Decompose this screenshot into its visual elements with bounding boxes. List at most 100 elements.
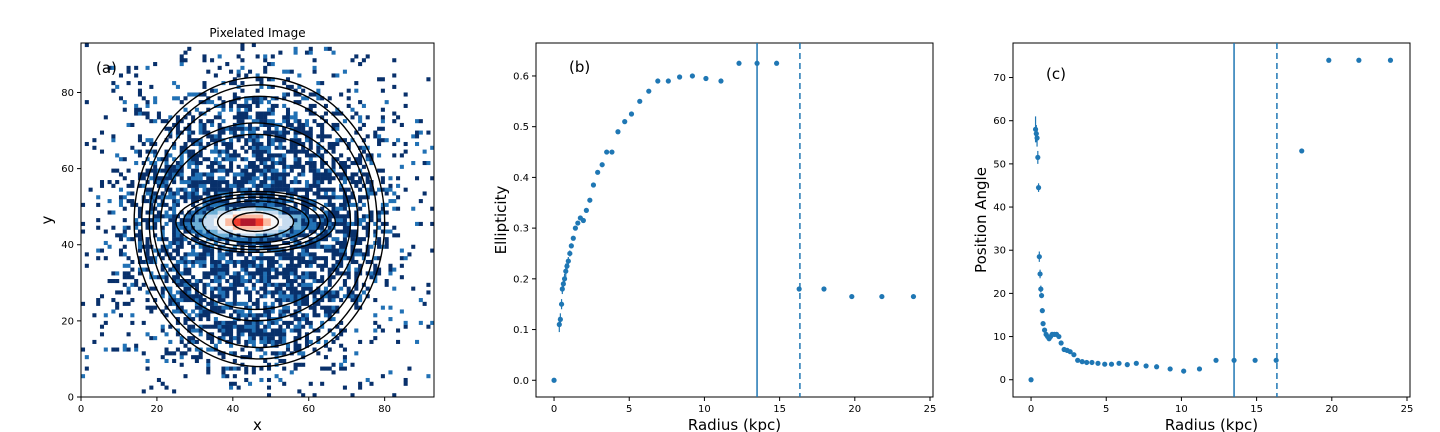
pixel (278, 195, 283, 200)
pixel (232, 153, 237, 158)
pixel (266, 282, 272, 287)
pixel (172, 389, 177, 394)
data-point (655, 78, 661, 84)
pixel (415, 221, 420, 226)
pixel (153, 172, 158, 177)
pixel (236, 126, 241, 131)
pixel (418, 298, 423, 303)
pixel (274, 202, 279, 207)
pixel (289, 206, 294, 211)
pixel (217, 267, 222, 272)
pixel (198, 225, 203, 230)
pixel (179, 176, 184, 181)
pixel (187, 46, 192, 51)
pixel (251, 149, 256, 154)
pixel (259, 347, 264, 352)
pixel (206, 370, 211, 375)
pixel (308, 145, 313, 150)
pixel (240, 187, 245, 192)
pixel (396, 339, 401, 344)
pixel (164, 275, 169, 280)
pixel (251, 161, 256, 166)
pixel (320, 130, 325, 135)
pixel (342, 355, 347, 360)
pixel (297, 122, 302, 127)
pixel (96, 256, 101, 261)
pixel (396, 195, 401, 200)
pixel (278, 290, 283, 295)
pixel (229, 286, 234, 291)
pixel (183, 267, 188, 272)
pixel (365, 233, 370, 238)
pixel (266, 275, 272, 280)
pixel (160, 195, 165, 200)
pixel (339, 221, 344, 226)
pixel (137, 229, 142, 234)
pixel (282, 138, 287, 143)
pixel (236, 164, 241, 169)
pixel (365, 259, 370, 265)
pixel (217, 65, 222, 70)
pixel (122, 176, 127, 181)
pixel (320, 161, 325, 166)
pixel (198, 138, 203, 143)
pixel (187, 290, 192, 295)
pixel (160, 263, 165, 268)
pixel (156, 183, 161, 188)
panel-label: (a) (96, 59, 117, 77)
pixel (130, 183, 135, 188)
y-axis-label: y (38, 215, 56, 224)
y-tick-label: 0.1 (513, 325, 529, 336)
pixel (251, 126, 256, 131)
pixel (251, 370, 256, 375)
pixel (221, 351, 226, 356)
pixel (217, 130, 222, 135)
pixel (111, 309, 116, 314)
data-point (736, 60, 742, 66)
pixel (301, 351, 306, 356)
pixel (183, 50, 188, 55)
pixel (194, 218, 199, 223)
pixel (255, 332, 260, 337)
pixel (232, 225, 237, 230)
pixel (297, 126, 302, 131)
pixel (229, 107, 234, 112)
pixel (141, 218, 146, 223)
pixel (289, 138, 294, 143)
pixel (210, 347, 215, 352)
pixel (339, 332, 344, 337)
pixel (210, 286, 215, 291)
pixel (179, 279, 184, 284)
pixel (240, 225, 245, 230)
pixel (339, 153, 344, 158)
pixel (304, 191, 309, 196)
pixel (266, 309, 272, 314)
pixel (384, 279, 389, 284)
pixel (274, 275, 279, 280)
pixel (179, 225, 184, 230)
pixel (411, 206, 416, 211)
pixel (263, 351, 268, 356)
pixel (301, 187, 306, 192)
pixel (361, 218, 366, 223)
pixel (255, 313, 260, 318)
pixel (327, 298, 332, 303)
panel-label: (c) (1046, 65, 1066, 83)
pixel (221, 130, 226, 135)
pixel (289, 244, 294, 249)
pixel (380, 119, 385, 124)
pixel (342, 202, 347, 207)
pixel (191, 149, 196, 154)
pixel (244, 214, 249, 219)
pixel (327, 294, 332, 299)
pixel (346, 286, 351, 291)
pixel (274, 168, 279, 173)
pixel (221, 157, 226, 162)
pixel (266, 126, 272, 131)
pixel (259, 191, 264, 196)
pixel (354, 157, 359, 162)
pixel (99, 180, 105, 185)
pixel (331, 290, 336, 295)
pixel (282, 69, 287, 74)
pixel (126, 275, 131, 280)
